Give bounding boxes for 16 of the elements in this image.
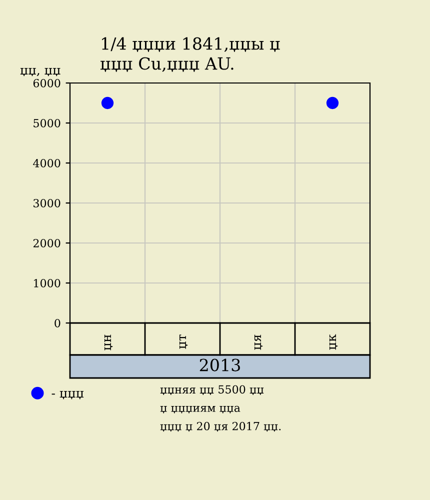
x-tick-label: џн [104, 334, 113, 350]
y-tick-label: 1000 [34, 278, 60, 288]
y-tick-label: 4000 [33, 158, 60, 168]
x-axis-title: 2013 [200, 358, 240, 372]
y-tick-label: 5000 [34, 118, 60, 128]
chart-title: 1/4 џџџи 1841,џџы џ џџџ Cu,џџџ AU. [100, 37, 280, 72]
y-tick-label: 2000 [33, 238, 60, 248]
y-tick-label: 3000 [34, 198, 60, 208]
x-tick-label: џк [329, 334, 338, 350]
y-axis-title: џџ, џџ [20, 68, 60, 76]
x-tick-label: џя [254, 334, 263, 350]
legend-label: - џџџ [52, 391, 84, 400]
text: џџняя џџ 5500 џџ џ џџџиям џџа џџџ џ 20 џя 2017 џџ. [160, 385, 281, 432]
x-tick-label: џт [179, 334, 188, 349]
y-tick-label: 0 [54, 318, 60, 328]
y-tick-label: 6000 [33, 78, 60, 88]
